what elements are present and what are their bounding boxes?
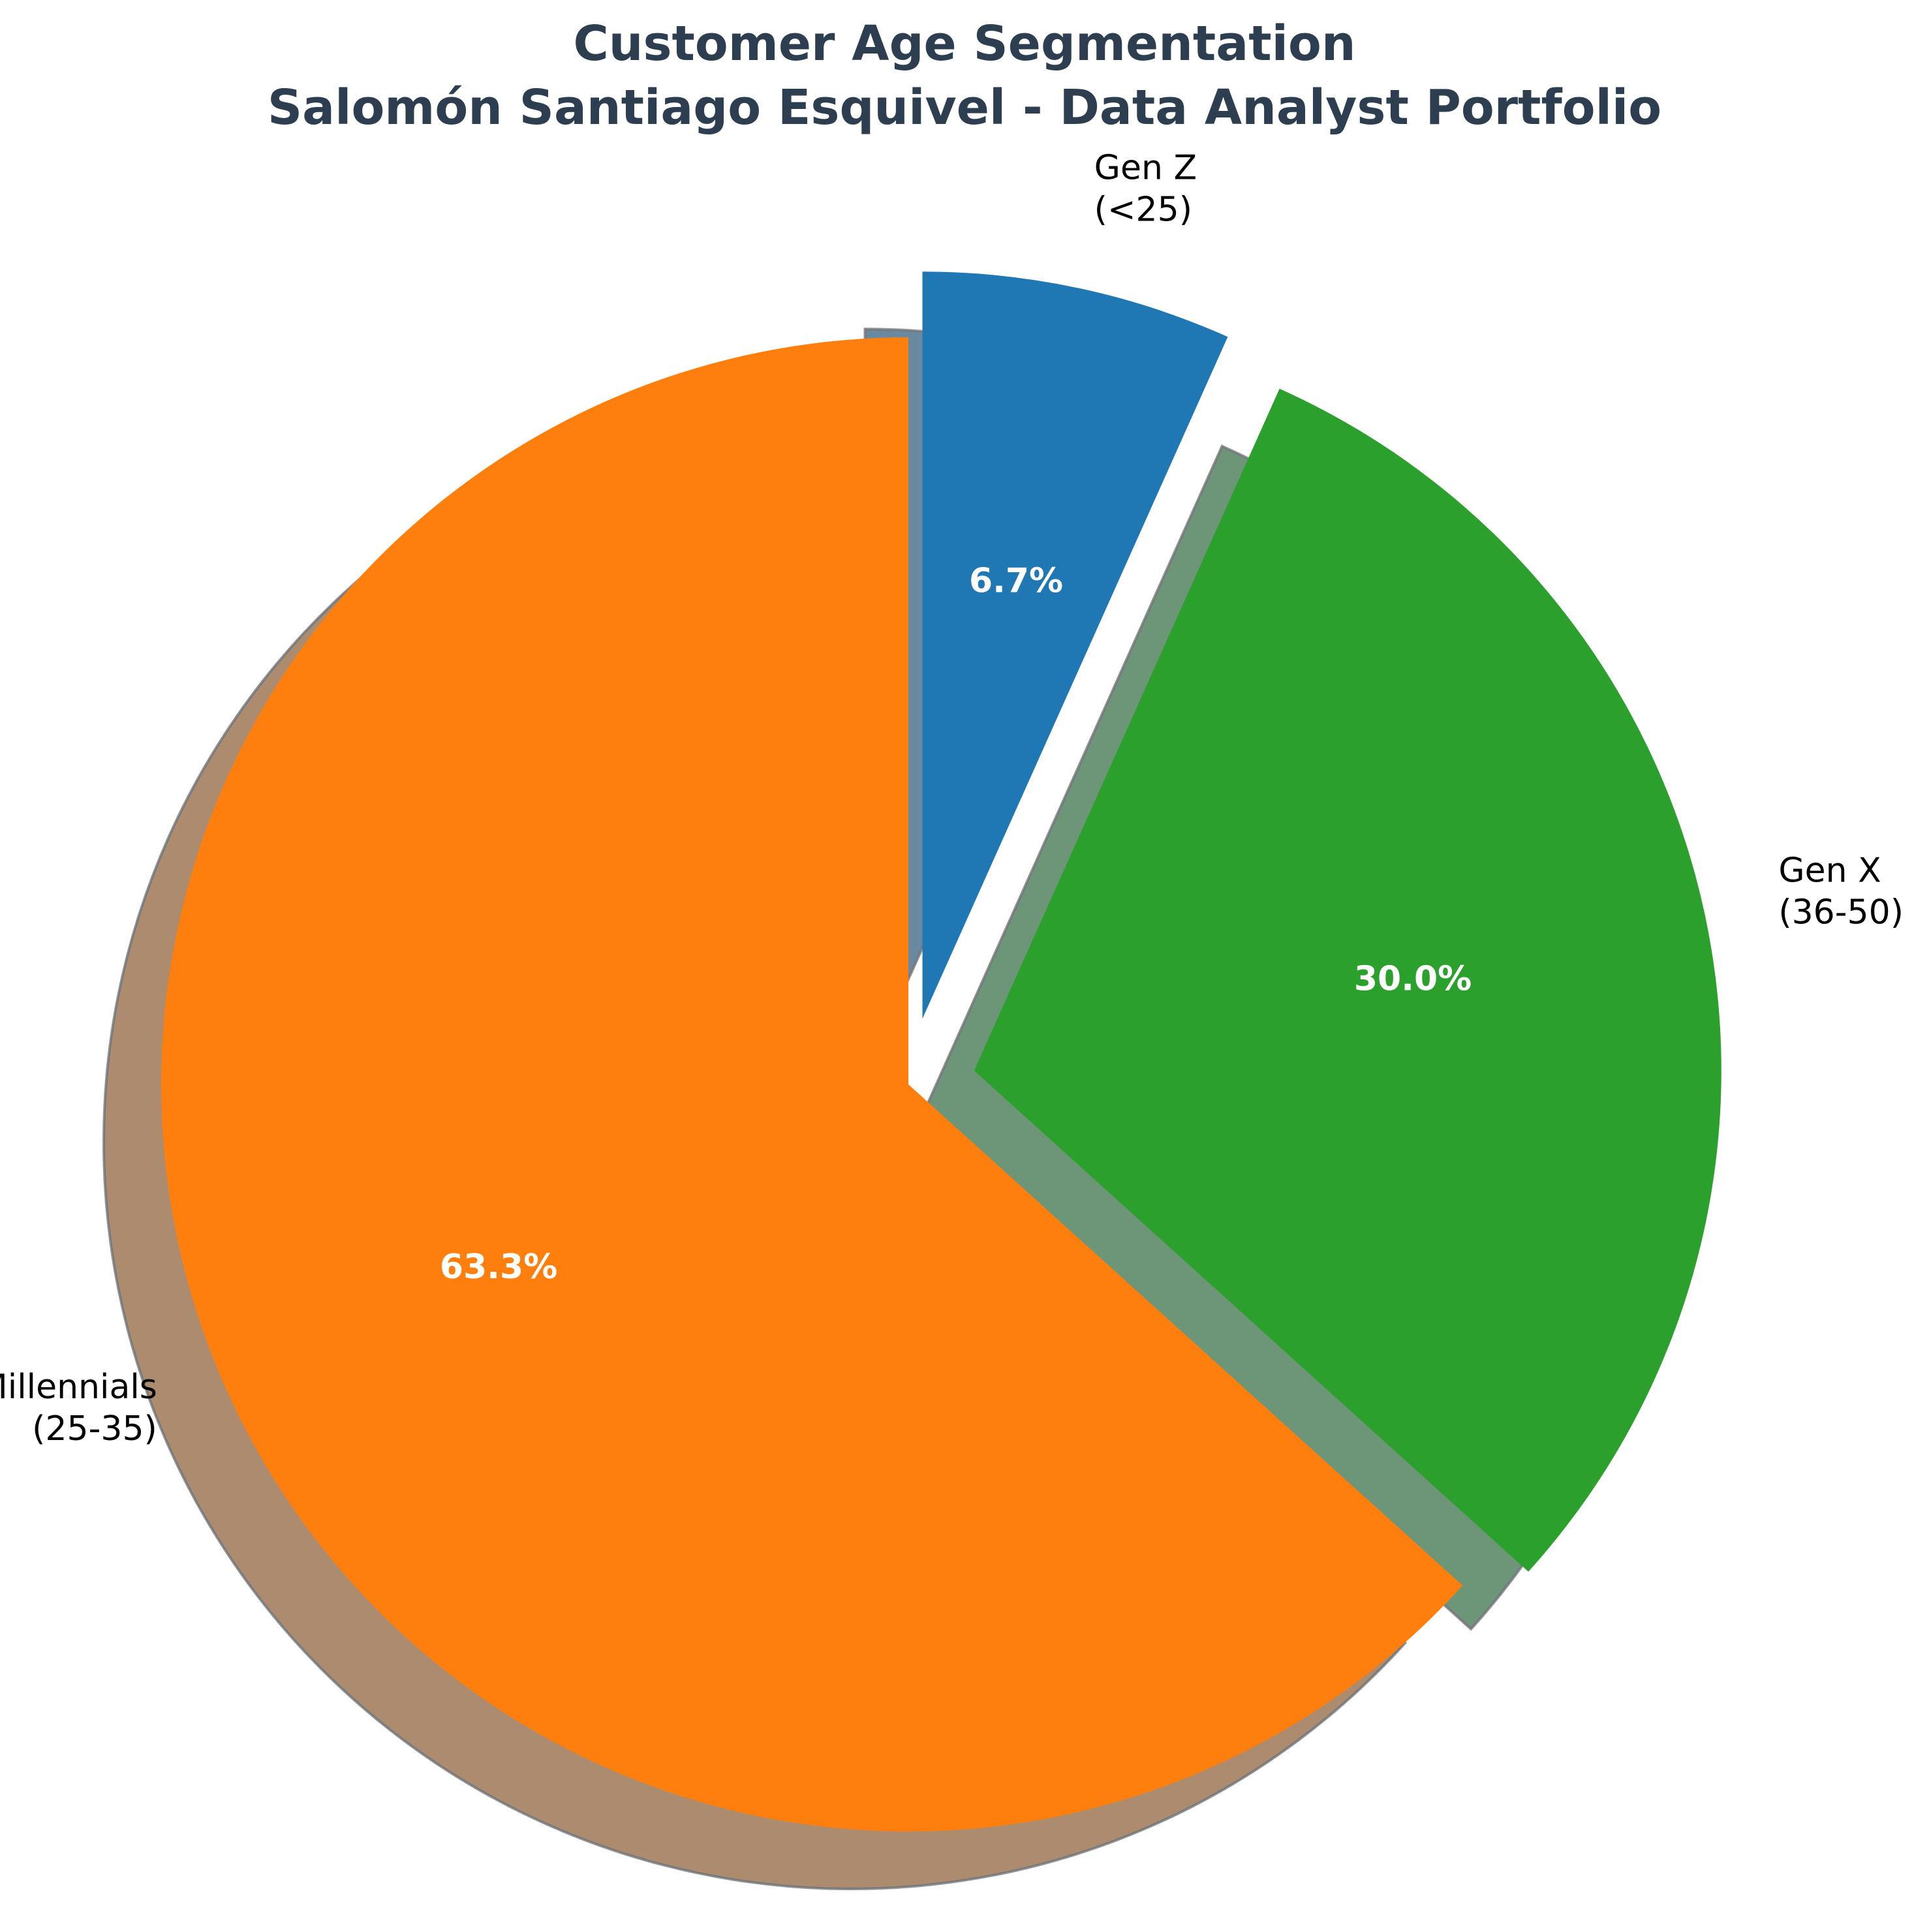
pie-labels: 6.7% Gen Z(<25) 30.0% Gen X(36-50) 63.3% Mill… <box>0 149 1904 1449</box>
slice-gen-x <box>974 388 1721 1572</box>
pie-slices <box>161 271 1721 1832</box>
category-label-line1: Gen Z <box>1094 149 1197 188</box>
pct-label-gen-x: 30.0% <box>1354 959 1472 998</box>
chart-title: Customer Age Segmentation <box>574 16 1356 72</box>
pct-label-gen-z: 6.7% <box>969 561 1063 600</box>
category-label-line1: Millennials <box>0 1368 157 1407</box>
pct-label-millennials: 63.3% <box>440 1248 557 1287</box>
category-label-gen-z: Gen Z (<25) <box>1094 149 1197 230</box>
category-label-line2: (<25) <box>1094 191 1192 230</box>
category-label-millennials: Millennials(25-35) <box>0 1368 157 1449</box>
category-label-gen-x: Gen X (36-50) <box>1778 851 1904 932</box>
slice-gen-z <box>922 271 1228 1019</box>
chart-subtitle: Salomón Santiago Esquivel - Data Analyst… <box>268 80 1661 136</box>
category-label-line2: (25-35) <box>32 1409 157 1449</box>
category-label-line2: (36-50) <box>1778 893 1904 932</box>
slice-millennials <box>161 337 1463 1832</box>
category-label-line1: Gen X <box>1778 851 1881 891</box>
